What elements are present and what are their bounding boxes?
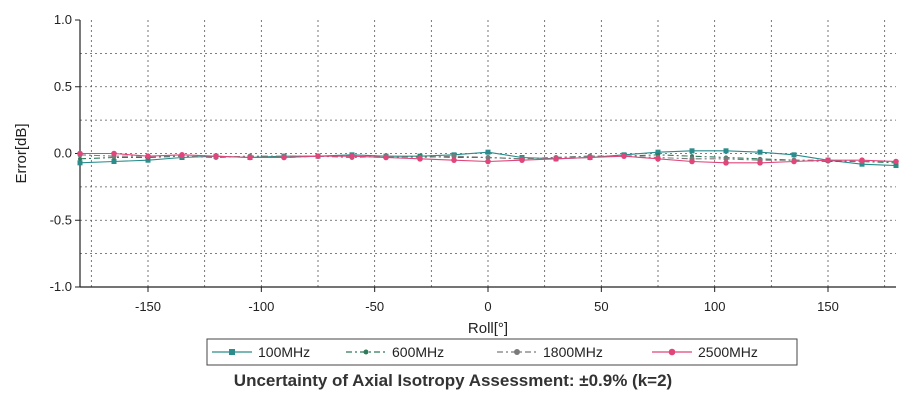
data-point-2500MHz — [77, 150, 83, 157]
x-axis-label: Roll[°] — [468, 320, 508, 337]
x-tick-label: 150 — [817, 299, 839, 314]
y-tick-label: 0.0 — [54, 146, 72, 161]
data-point-2500MHz — [247, 154, 253, 161]
data-point-2500MHz — [689, 158, 695, 165]
data-point-2500MHz — [825, 157, 831, 163]
y-tick-label: 1.0 — [54, 12, 72, 27]
data-point-600MHz — [78, 156, 82, 161]
data-point-1800MHz — [451, 153, 457, 159]
data-point-2500MHz — [213, 153, 219, 159]
data-point-100MHz — [111, 159, 117, 165]
x-tick-label: 0 — [484, 299, 491, 314]
x-tick-label: 100 — [704, 299, 726, 314]
data-point-100MHz — [485, 149, 491, 155]
legend-marker-600MHz — [363, 349, 369, 355]
legend-label-600MHz: 600MHz — [392, 344, 444, 360]
data-point-2500MHz — [315, 153, 321, 159]
data-point-2500MHz — [621, 153, 627, 159]
data-point-2500MHz — [791, 158, 797, 165]
data-point-2500MHz — [417, 156, 423, 162]
data-point-1800MHz — [723, 156, 729, 162]
legend-label-100MHz: 100MHz — [258, 344, 310, 360]
data-point-2500MHz — [587, 154, 593, 161]
data-point-2500MHz — [859, 157, 865, 163]
data-point-2500MHz — [553, 156, 559, 162]
data-point-2500MHz — [893, 158, 899, 165]
data-point-2500MHz — [111, 150, 117, 157]
legend-label-2500MHz: 2500MHz — [698, 344, 758, 360]
legend-marker-1800MHz — [514, 349, 520, 355]
data-point-100MHz — [791, 152, 797, 158]
chart-caption: Uncertainty of Axial Isotropy Assessment… — [233, 371, 673, 390]
data-point-2500MHz — [655, 156, 661, 162]
data-point-100MHz — [145, 157, 151, 163]
data-point-2500MHz — [519, 157, 525, 163]
x-tick-label: -50 — [365, 299, 384, 314]
data-point-2500MHz — [451, 157, 457, 163]
y-tick-label: 0.5 — [54, 79, 72, 94]
data-point-100MHz — [859, 161, 865, 167]
data-point-2500MHz — [485, 158, 491, 165]
data-point-2500MHz — [281, 154, 287, 161]
x-tick-label: -150 — [135, 299, 161, 314]
data-point-2500MHz — [349, 153, 355, 159]
data-point-100MHz — [689, 148, 695, 154]
x-tick-label: -100 — [248, 299, 274, 314]
data-point-2500MHz — [723, 160, 729, 166]
series-lines — [77, 148, 899, 169]
x-tick-label: 50 — [594, 299, 608, 314]
legend-marker-2500MHz — [668, 348, 676, 356]
y-axis-label: Error[dB] — [13, 123, 30, 183]
data-point-2500MHz — [757, 160, 763, 166]
data-point-100MHz — [893, 163, 899, 169]
data-point-2500MHz — [383, 154, 389, 161]
data-point-2500MHz — [145, 153, 151, 159]
data-point-100MHz — [723, 148, 729, 154]
y-tick-label: -0.5 — [50, 212, 72, 227]
y-tick-label: -1.0 — [50, 279, 72, 294]
data-point-2500MHz — [179, 152, 185, 158]
data-point-100MHz — [77, 160, 83, 166]
data-point-1800MHz — [485, 155, 491, 161]
data-point-100MHz — [757, 149, 763, 155]
legend: 100MHz 600MHz 1800MHz 2500MHz — [206, 338, 798, 366]
legend-marker-100MHz — [229, 349, 235, 355]
data-point-100MHz — [655, 149, 661, 155]
legend-label-1800MHz: 1800MHz — [543, 344, 603, 360]
